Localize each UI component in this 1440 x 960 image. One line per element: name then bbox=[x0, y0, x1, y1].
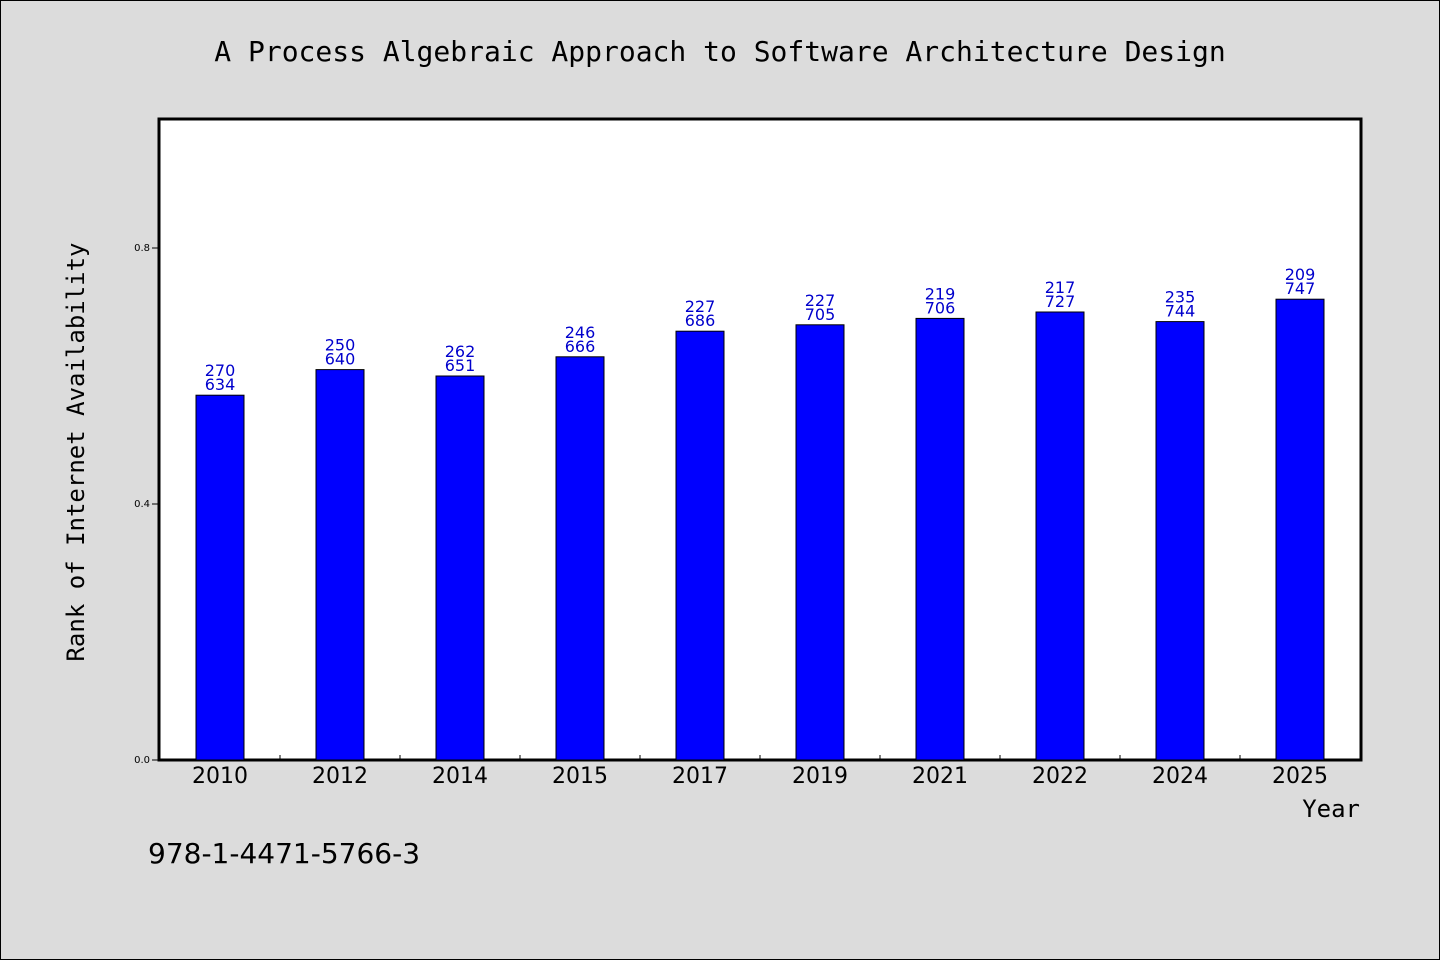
bar-2010 bbox=[195, 394, 245, 761]
bar-label-top: 219 bbox=[925, 284, 956, 303]
bar-2024 bbox=[1155, 321, 1205, 761]
bar-label-top: 227 bbox=[685, 297, 716, 316]
bar-label-top: 270 bbox=[205, 361, 236, 380]
y-tick-label: 0.8 bbox=[134, 243, 150, 254]
bar-label-top: 227 bbox=[805, 291, 836, 310]
bar-label-top: 235 bbox=[1165, 288, 1196, 307]
x-tick-label: 2019 bbox=[792, 764, 848, 789]
bar-label-bottom: 747 bbox=[1285, 279, 1316, 298]
bar-label-bottom: 744 bbox=[1165, 302, 1196, 321]
y-tick-label: 0.0 bbox=[134, 755, 150, 766]
x-axis: 2010 2012 2014 2015 2017 2019 2021 2022 2024 2025 bbox=[192, 755, 1328, 789]
bar-label-bottom: 706 bbox=[925, 298, 956, 317]
y-axis: 0.0 0.4 0.8 bbox=[134, 243, 160, 766]
bar-2019 bbox=[795, 324, 845, 761]
y-tick-label: 0.4 bbox=[134, 499, 150, 510]
bar-2015 bbox=[555, 356, 605, 761]
bar-label-bottom: 640 bbox=[325, 350, 356, 369]
bar-label-top: 246 bbox=[565, 323, 596, 342]
bar-2014 bbox=[435, 375, 485, 761]
x-tick-label: 2015 bbox=[552, 764, 608, 789]
isbn-text: 978-1-4471-5766-3 bbox=[148, 837, 420, 870]
x-tick-label: 2012 bbox=[312, 764, 368, 789]
x-tick-label: 2021 bbox=[912, 764, 968, 789]
y-axis-label: Rank of Internet Availability bbox=[62, 242, 90, 661]
bar-2012 bbox=[315, 369, 365, 761]
bar-label-bottom: 666 bbox=[565, 337, 596, 356]
x-tick-label: 2022 bbox=[1032, 764, 1088, 789]
bar-label-top: 209 bbox=[1285, 265, 1316, 284]
bar-label-top: 262 bbox=[445, 342, 476, 361]
x-tick-label: 2024 bbox=[1152, 764, 1208, 789]
x-tick-label: 2010 bbox=[192, 764, 248, 789]
bar-label-top: 250 bbox=[325, 336, 356, 355]
x-tick-label: 2025 bbox=[1272, 764, 1328, 789]
bar-label-bottom: 686 bbox=[685, 311, 716, 330]
bar-label-bottom: 651 bbox=[445, 356, 476, 375]
x-tick-label: 2017 bbox=[672, 764, 728, 789]
bars bbox=[195, 298, 1325, 761]
bar-label-bottom: 727 bbox=[1045, 292, 1076, 311]
bar-label-top: 217 bbox=[1045, 278, 1076, 297]
bar-2021 bbox=[915, 317, 965, 761]
chart-title: A Process Algebraic Approach to Software… bbox=[214, 35, 1225, 68]
bar-2017 bbox=[675, 330, 725, 761]
bar-2022 bbox=[1035, 311, 1085, 761]
bar-2025 bbox=[1275, 298, 1325, 761]
x-axis-label: Year bbox=[1302, 795, 1360, 823]
bar-label-bottom: 634 bbox=[205, 375, 236, 394]
x-tick-label: 2014 bbox=[432, 764, 488, 789]
bar-label-bottom: 705 bbox=[805, 305, 836, 324]
